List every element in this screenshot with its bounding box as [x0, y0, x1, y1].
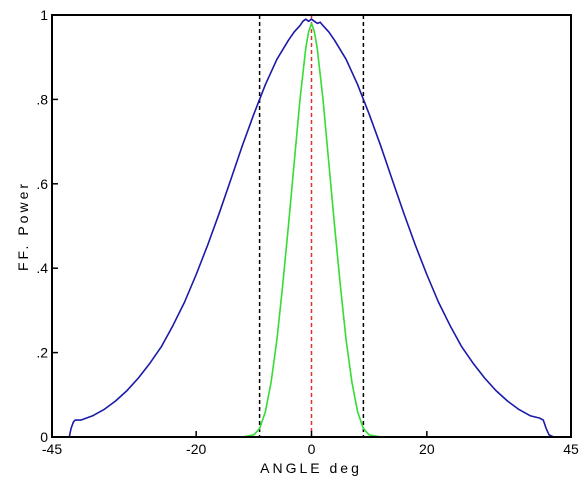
y-tick-label: .6 [36, 176, 48, 192]
y-tick-label: 0 [40, 429, 48, 445]
x-tick-label: -20 [186, 441, 206, 457]
y-tick-label: .8 [36, 91, 48, 107]
series-group [68, 18, 555, 438]
y-tick-label: 1 [40, 7, 48, 23]
series-line-1 [207, 22, 416, 438]
x-axis-label: ANGLE deg [260, 460, 362, 476]
y-axis: 0 .2 .4 .6 .8 1 [36, 7, 58, 445]
series-line-0 [68, 18, 555, 438]
y-tick-label: .4 [36, 260, 48, 276]
y-axis-label: FF. Power [15, 181, 31, 271]
x-tick-label: -45 [42, 441, 62, 457]
x-tick-label: 20 [419, 441, 435, 457]
x-tick-label: 45 [563, 441, 579, 457]
y-tick-label: .2 [36, 345, 48, 361]
x-axis: -45 -20 0 20 45 [42, 431, 579, 457]
x-tick-label: 0 [308, 441, 316, 457]
reference-lines [258, 15, 365, 437]
